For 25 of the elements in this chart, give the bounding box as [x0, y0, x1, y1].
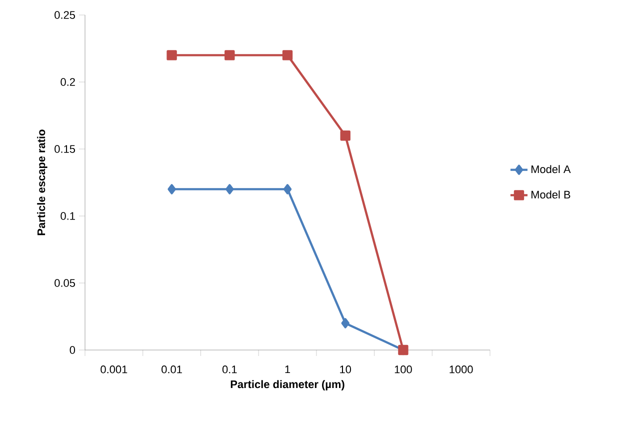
point	[283, 184, 292, 194]
y-axis-title: Particle escape ratio	[37, 130, 48, 236]
x-tick-label: 1	[285, 366, 290, 374]
point	[168, 184, 176, 194]
x-tick-label: 1000	[450, 366, 473, 374]
point	[224, 50, 235, 60]
x-tick-label: 100	[394, 366, 412, 374]
y-tick-label: 0.05	[54, 279, 76, 287]
x-tick-label: 0.001	[100, 366, 128, 374]
point	[340, 130, 350, 141]
x-axis-title: Particle diameter (µm)	[230, 380, 344, 390]
y-tick-label: 0.2	[60, 78, 75, 86]
y-tick-label: 0.15	[54, 145, 76, 153]
y-tick-label: 0.25	[54, 11, 76, 19]
x-tick-label: 0.1	[222, 366, 237, 374]
legend-label: Model B	[531, 190, 570, 199]
y-tick-label: 0	[70, 346, 76, 354]
x-tick-label: 10	[340, 366, 352, 374]
point	[166, 50, 177, 60]
point	[341, 318, 350, 328]
x-tick-label: 0.01	[162, 366, 182, 374]
point	[226, 184, 234, 194]
legend-label: Model A	[531, 165, 571, 174]
y-tick-label: 0.1	[60, 212, 75, 220]
point	[282, 50, 293, 60]
